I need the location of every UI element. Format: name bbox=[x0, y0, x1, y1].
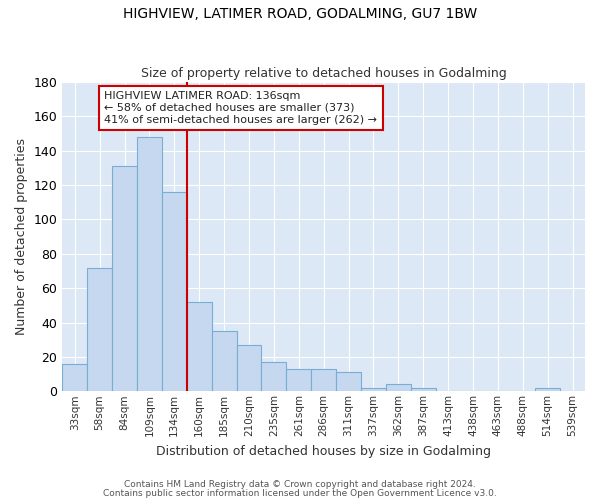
Bar bbox=[187, 302, 212, 392]
Bar bbox=[112, 166, 137, 392]
Bar bbox=[311, 369, 336, 392]
Y-axis label: Number of detached properties: Number of detached properties bbox=[15, 138, 28, 335]
Bar bbox=[286, 369, 311, 392]
Text: HIGHVIEW, LATIMER ROAD, GODALMING, GU7 1BW: HIGHVIEW, LATIMER ROAD, GODALMING, GU7 1… bbox=[123, 8, 477, 22]
Bar bbox=[386, 384, 411, 392]
Bar bbox=[162, 192, 187, 392]
Bar bbox=[535, 388, 560, 392]
Bar bbox=[62, 364, 87, 392]
Bar bbox=[212, 331, 236, 392]
Bar bbox=[236, 345, 262, 392]
Bar bbox=[137, 137, 162, 392]
Text: HIGHVIEW LATIMER ROAD: 136sqm
← 58% of detached houses are smaller (373)
41% of : HIGHVIEW LATIMER ROAD: 136sqm ← 58% of d… bbox=[104, 92, 377, 124]
Bar bbox=[361, 388, 386, 392]
Bar bbox=[262, 362, 286, 392]
X-axis label: Distribution of detached houses by size in Godalming: Distribution of detached houses by size … bbox=[156, 444, 491, 458]
Title: Size of property relative to detached houses in Godalming: Size of property relative to detached ho… bbox=[141, 66, 506, 80]
Bar bbox=[411, 388, 436, 392]
Text: Contains public sector information licensed under the Open Government Licence v3: Contains public sector information licen… bbox=[103, 488, 497, 498]
Bar bbox=[87, 268, 112, 392]
Text: Contains HM Land Registry data © Crown copyright and database right 2024.: Contains HM Land Registry data © Crown c… bbox=[124, 480, 476, 489]
Bar bbox=[336, 372, 361, 392]
